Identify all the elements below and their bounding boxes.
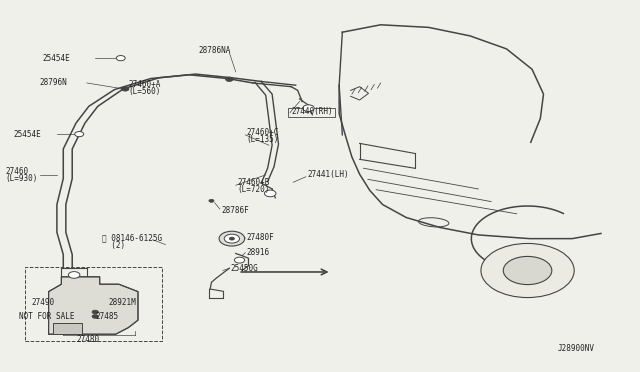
- Circle shape: [303, 105, 314, 112]
- Polygon shape: [49, 277, 138, 334]
- Circle shape: [92, 310, 99, 314]
- Circle shape: [225, 77, 233, 81]
- Polygon shape: [53, 323, 83, 334]
- Text: 27460+C: 27460+C: [246, 128, 279, 137]
- Text: 27460+A: 27460+A: [129, 80, 161, 89]
- Circle shape: [209, 199, 214, 202]
- Text: 27460+B: 27460+B: [237, 178, 269, 187]
- Circle shape: [224, 234, 239, 243]
- Circle shape: [68, 272, 80, 278]
- Text: (L=560): (L=560): [129, 87, 161, 96]
- Text: (L=930): (L=930): [6, 174, 38, 183]
- Text: 28916: 28916: [246, 248, 269, 257]
- Text: 27485: 27485: [95, 312, 118, 321]
- Circle shape: [264, 190, 276, 197]
- Text: 27441(LH): 27441(LH): [307, 170, 349, 179]
- Text: 27480F: 27480F: [246, 233, 275, 243]
- Text: (L=720): (L=720): [237, 185, 269, 194]
- Text: 27460: 27460: [6, 167, 29, 176]
- Circle shape: [503, 256, 552, 285]
- Text: 25450G: 25450G: [230, 264, 259, 273]
- Circle shape: [122, 87, 129, 91]
- Text: 28796N: 28796N: [39, 78, 67, 87]
- Circle shape: [219, 231, 244, 246]
- Text: 28786NA: 28786NA: [198, 46, 231, 55]
- Text: 28786F: 28786F: [221, 206, 249, 215]
- Text: 27490: 27490: [31, 298, 54, 307]
- Circle shape: [229, 237, 234, 240]
- Text: J28900NV: J28900NV: [557, 344, 595, 353]
- Text: 28921M: 28921M: [108, 298, 136, 307]
- Circle shape: [92, 315, 99, 318]
- Circle shape: [481, 243, 574, 298]
- Text: 27440(RH): 27440(RH): [291, 108, 333, 116]
- Text: Ⓑ 08146-6125G: Ⓑ 08146-6125G: [102, 233, 162, 243]
- Text: NOT FOR SALE: NOT FOR SALE: [19, 312, 74, 321]
- Text: (2): (2): [102, 241, 125, 250]
- Circle shape: [234, 257, 244, 263]
- Text: 25454E: 25454E: [42, 54, 70, 62]
- Text: 27480: 27480: [76, 335, 99, 344]
- Circle shape: [75, 132, 84, 137]
- Text: 25454E: 25454E: [13, 129, 41, 139]
- Circle shape: [116, 55, 125, 61]
- Text: (L=135): (L=135): [246, 135, 279, 144]
